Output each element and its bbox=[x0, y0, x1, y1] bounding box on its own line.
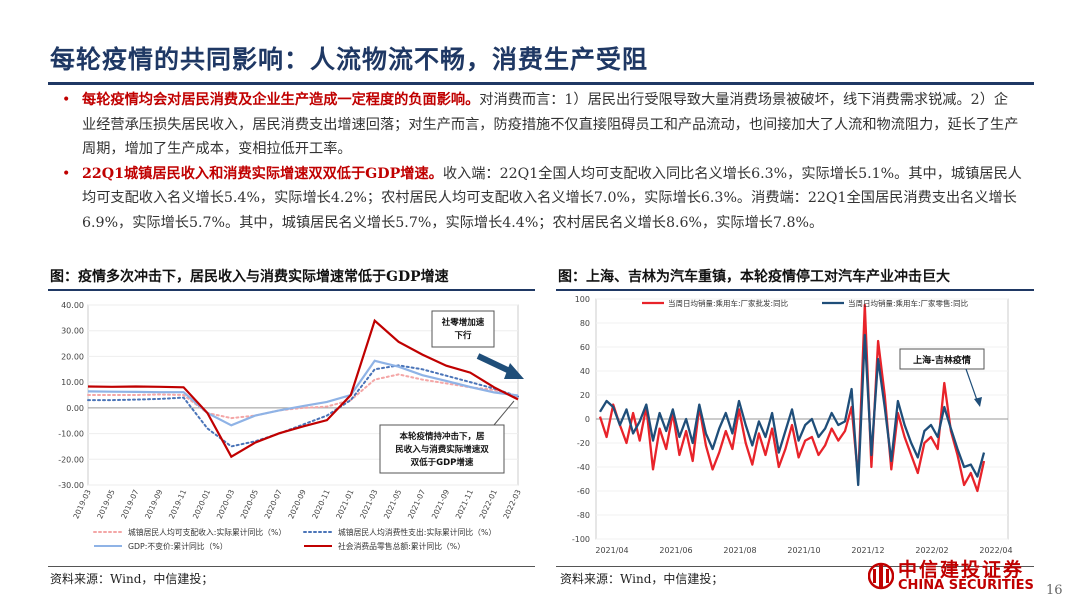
annotation-leader bbox=[965, 368, 979, 404]
y-tick-label: -10.00 bbox=[58, 430, 84, 439]
page-number: 16 bbox=[1046, 583, 1063, 598]
right-chart: 100 80 60 40 20 0 -20 -40 -60 -80 -100 2021/04 2021/… bbox=[572, 295, 1013, 555]
series-line bbox=[87, 318, 519, 459]
annotation-box bbox=[899, 348, 985, 370]
y-tick-label: 100 bbox=[575, 295, 590, 304]
right-figure-source: 资料来源：Wind，中信建投； bbox=[560, 572, 724, 586]
bullet-item-consumption: • 每轮疫情均会对居民消费及企业生产造成一定程度的负面影响。对消费而言：1）居民… bbox=[62, 88, 1022, 162]
annotation-text: 社零增加速 bbox=[441, 317, 485, 328]
title-underline bbox=[48, 82, 1034, 85]
left-figure-top-rule bbox=[48, 289, 535, 291]
x-tick-label: 2021-05 bbox=[382, 488, 403, 520]
x-tick-label: 2021/08 bbox=[723, 546, 756, 555]
x-tick-label: 2021-09 bbox=[430, 488, 451, 520]
x-tick-label: 2019-05 bbox=[95, 488, 116, 520]
bullet-marker: • bbox=[62, 165, 71, 182]
y-tick-label: -60 bbox=[577, 487, 590, 496]
y-tick-label: -80 bbox=[577, 511, 590, 520]
series-line bbox=[599, 333, 986, 487]
x-tick-label: 2021-07 bbox=[406, 488, 427, 520]
arrow-head-icon bbox=[504, 363, 524, 379]
y-tick-label: 20 bbox=[580, 391, 590, 400]
right-figure-top-rule bbox=[556, 289, 1034, 291]
y-tick-label: 10.00 bbox=[61, 378, 84, 387]
bullet-highlight: 每轮疫情均会对居民消费及企业生产造成一定程度的负面影响。 bbox=[82, 92, 480, 108]
legend-label: 当周日均销量:乘用车:厂家批发:同比 bbox=[668, 298, 789, 308]
right-figure-title: 图：上海、吉林为汽车重镇，本轮疫情停工对汽车产业冲击巨大 bbox=[558, 269, 950, 285]
left-figure-source: 资料来源：Wind，中信建投； bbox=[50, 572, 214, 586]
x-tick-label: 2021/10 bbox=[787, 546, 820, 555]
x-tick-label: 2021-11 bbox=[454, 488, 475, 520]
logo-text-en: CHINA SECURITIES bbox=[898, 578, 1034, 593]
y-tick-label: 30.00 bbox=[61, 327, 84, 336]
logo-text-cn: 中信建投证券 bbox=[898, 559, 1025, 581]
y-tick-label: 40 bbox=[580, 367, 590, 376]
y-tick-label: -40 bbox=[577, 463, 590, 472]
y-tick-label: -30.00 bbox=[58, 481, 84, 490]
x-tick-label: 2020-11 bbox=[310, 488, 331, 520]
y-tick-label: 20.00 bbox=[61, 352, 84, 361]
annotation-box bbox=[431, 310, 495, 348]
annotation-text: 下行 bbox=[454, 330, 472, 341]
bullet-text: 收入端：22Q1全国人均可支配收入同比名义增长6.3%，实际增长5.1%。其中，… bbox=[82, 165, 1022, 231]
legend-label: 当周日均销量:乘用车:厂家零售:同比 bbox=[848, 298, 969, 308]
x-tick-label: 2019-03 bbox=[71, 488, 92, 520]
y-tick-label: 60 bbox=[580, 343, 590, 352]
x-tick-label: 2022-01 bbox=[478, 488, 499, 520]
y-tick-label: 40.00 bbox=[61, 301, 84, 310]
y-tick-label: 0 bbox=[585, 415, 590, 424]
x-tick-label: 2021/04 bbox=[595, 546, 628, 555]
annotation-text: 民收入与消费实际增速双 bbox=[395, 444, 489, 455]
legend-label: 社会消费品零售总额:累计同比（%） bbox=[338, 541, 465, 551]
x-tick-label: 2021-01 bbox=[334, 488, 355, 520]
series-line bbox=[87, 359, 519, 427]
annotation-text: 双低于GDP增速 bbox=[411, 457, 474, 468]
x-tick-label: 2019-07 bbox=[119, 488, 140, 520]
left-figure-bottom-rule bbox=[48, 566, 535, 567]
bullet-text: 对消费而言：1）居民出行受限导致大量消费场景被破坏，线下消费需求锐减。2）企业经… bbox=[82, 92, 1019, 157]
legend-label: GDP:不变价:累计同比（%） bbox=[128, 541, 228, 551]
x-tick-label: 2021/06 bbox=[659, 546, 692, 555]
series-line bbox=[87, 373, 519, 420]
bullet-highlight: 22Q1城镇居民收入和消费实际增速双双低于GDP增速。 bbox=[82, 165, 443, 182]
annotation-text: 上海-吉林疫情 bbox=[913, 354, 971, 366]
y-tick-label: -20 bbox=[577, 439, 590, 448]
bullet-marker: • bbox=[62, 92, 71, 108]
y-tick-label: 80 bbox=[580, 319, 590, 328]
page-title: 每轮疫情的共同影响：人流物流不畅，消费生产受阻 bbox=[50, 45, 649, 74]
series-line bbox=[598, 303, 986, 493]
left-chart: 40.00 30.00 20.00 10.00 0.00 -10.00 -20.00 -30.… bbox=[58, 301, 524, 551]
y-tick-label: 0.00 bbox=[66, 404, 84, 413]
y-tick-label: -100 bbox=[572, 535, 590, 544]
china-securities-logo-icon bbox=[868, 562, 894, 590]
legend-label: 城镇居民人均消费性支出:实际累计同比（%） bbox=[338, 527, 496, 537]
x-tick-label: 2019-11 bbox=[167, 488, 188, 520]
right-figure-bottom-rule bbox=[556, 566, 1034, 567]
x-tick-label: 2021/12 bbox=[851, 546, 884, 555]
x-tick-label: 2019-09 bbox=[143, 488, 164, 520]
x-tick-label: 2020-09 bbox=[286, 488, 307, 520]
bullet-list: • 每轮疫情均会对居民消费及企业生产造成一定程度的负面影响。对消费而言：1）居民… bbox=[62, 88, 1022, 235]
arrow-head-icon bbox=[974, 397, 982, 407]
legend-label: 城镇居民人均可支配收入:实际累计同比（%） bbox=[128, 527, 286, 537]
x-tick-label: 2020-07 bbox=[263, 488, 284, 520]
x-tick-label: 2022-03 bbox=[501, 488, 522, 520]
left-figure-title: 图：疫情多次冲击下，居民收入与消费实际增速常低于GDP增速 bbox=[50, 269, 449, 285]
x-tick-label: 2020-03 bbox=[215, 488, 236, 520]
x-tick-label: 2020-01 bbox=[191, 488, 212, 520]
annotation-box bbox=[379, 424, 505, 474]
annotation-leader bbox=[493, 400, 515, 426]
x-tick-label: 2020-05 bbox=[239, 488, 260, 520]
x-tick-label: 2022/02 bbox=[915, 546, 948, 555]
y-tick-label: -20.00 bbox=[58, 455, 84, 464]
bullet-item-income: • 22Q1城镇居民收入和消费实际增速双双低于GDP增速。收入端：22Q1全国人… bbox=[62, 162, 1022, 236]
annotation-text: 本轮疫情持冲击下，居 bbox=[399, 431, 485, 442]
x-tick-label: 2021-03 bbox=[358, 488, 379, 520]
series-line bbox=[87, 364, 519, 448]
x-tick-label: 2022/04 bbox=[979, 546, 1012, 555]
